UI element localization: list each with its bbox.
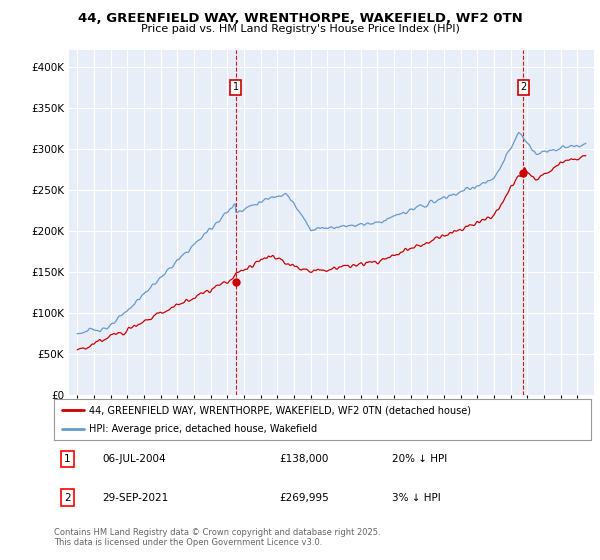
Text: 44, GREENFIELD WAY, WRENTHORPE, WAKEFIELD, WF2 0TN: 44, GREENFIELD WAY, WRENTHORPE, WAKEFIEL… xyxy=(77,12,523,25)
Text: 2: 2 xyxy=(520,82,526,92)
Text: £138,000: £138,000 xyxy=(280,454,329,464)
Text: 29-SEP-2021: 29-SEP-2021 xyxy=(103,493,169,503)
Text: Price paid vs. HM Land Registry's House Price Index (HPI): Price paid vs. HM Land Registry's House … xyxy=(140,24,460,34)
Text: 1: 1 xyxy=(233,82,239,92)
Text: 1: 1 xyxy=(64,454,71,464)
Text: Contains HM Land Registry data © Crown copyright and database right 2025.
This d: Contains HM Land Registry data © Crown c… xyxy=(54,528,380,547)
Text: 44, GREENFIELD WAY, WRENTHORPE, WAKEFIELD, WF2 0TN (detached house): 44, GREENFIELD WAY, WRENTHORPE, WAKEFIEL… xyxy=(89,405,471,415)
Text: 3% ↓ HPI: 3% ↓ HPI xyxy=(392,493,441,503)
Text: 20% ↓ HPI: 20% ↓ HPI xyxy=(392,454,448,464)
Text: £269,995: £269,995 xyxy=(280,493,329,503)
Text: HPI: Average price, detached house, Wakefield: HPI: Average price, detached house, Wake… xyxy=(89,424,317,433)
Text: 2: 2 xyxy=(64,493,71,503)
Text: 06-JUL-2004: 06-JUL-2004 xyxy=(103,454,166,464)
